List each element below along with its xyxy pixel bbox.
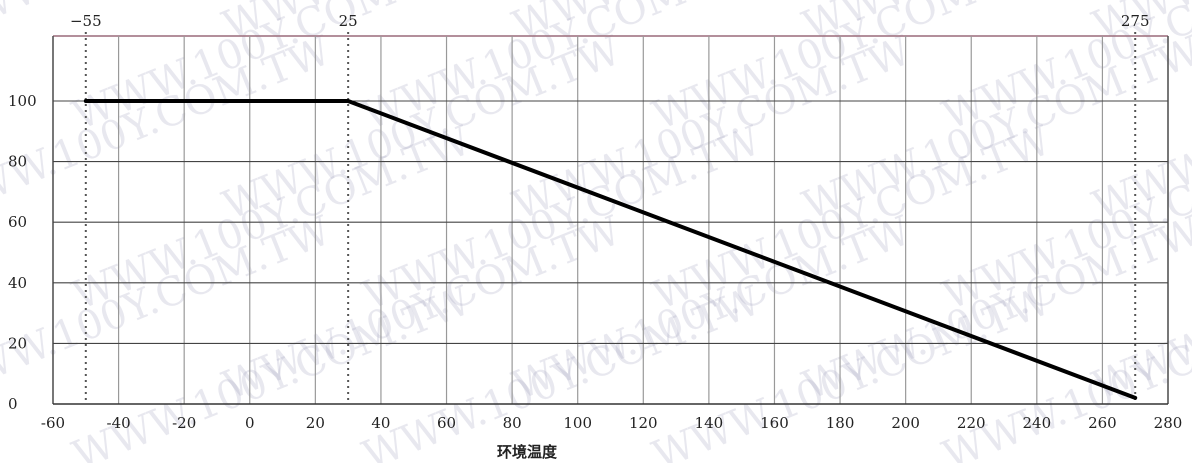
x-tick-label: 80: [503, 414, 522, 432]
x-tick-label: 20: [306, 414, 325, 432]
y-tick-label: 100: [8, 92, 37, 110]
x-tick-label: 180: [826, 414, 855, 432]
top-label: −55: [70, 12, 102, 30]
y-tick-label: 0: [8, 395, 18, 413]
y-axis-ticks: 0 20 40 60 80 100: [8, 92, 37, 413]
x-tick-label: 0: [245, 414, 255, 432]
x-tick-label: 240: [1023, 414, 1052, 432]
top-label: 275: [1121, 12, 1150, 30]
x-tick-label: -20: [172, 414, 196, 432]
x-tick-label: 40: [371, 414, 390, 432]
x-tick-label: 100: [563, 414, 592, 432]
series-layer: [83, 99, 1138, 400]
x-tick-label: 260: [1088, 414, 1117, 432]
y-tick-label: 40: [8, 274, 27, 292]
series-line: [83, 99, 1138, 400]
reference-lines: [84, 32, 1137, 404]
x-tick-label: 200: [891, 414, 920, 432]
x-tick-label: -40: [107, 414, 131, 432]
y-tick-label: 60: [8, 213, 27, 231]
x-axis-ticks: -60 -40 -20 0 20 40 60 80 100 120 140 160 180 200 220 2…: [41, 414, 1182, 432]
x-tick-label: 160: [760, 414, 789, 432]
x-tick-label: 280: [1154, 414, 1183, 432]
x-tick-label: 220: [957, 414, 986, 432]
x-tick-label: -60: [41, 414, 65, 432]
x-tick-label: 140: [695, 414, 724, 432]
x-tick-label: 120: [629, 414, 658, 432]
x-tick-label: 60: [437, 414, 456, 432]
x-axis-label: 环境温度: [497, 443, 558, 461]
grid-layer: [52, 35, 1169, 405]
y-tick-label: 20: [8, 334, 27, 352]
top-label: 25: [339, 12, 358, 30]
y-tick-label: 80: [8, 153, 27, 171]
top-labels: −55 25 275: [70, 12, 1150, 30]
